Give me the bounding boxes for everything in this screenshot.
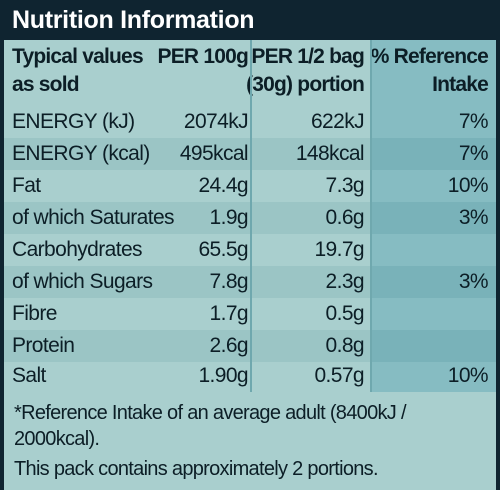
row-per-portion: 0.57g <box>314 364 364 387</box>
column-divider <box>250 40 252 392</box>
row-per-100g: 65.5g <box>198 238 248 261</box>
header-per-100g: PER 100g <box>157 45 249 68</box>
row-per-portion: 0.8g <box>325 334 365 357</box>
row-per-100g: 1.7g <box>209 302 249 325</box>
row-per-100g: 2074kJ <box>183 110 249 133</box>
row-label: Fibre <box>12 302 57 325</box>
title-bar: Nutrition Information <box>0 0 500 42</box>
row-label: of which Sugars <box>12 270 153 293</box>
row-reference-intake: 3% <box>458 270 489 293</box>
row-per-portion: 19.7g <box>314 238 364 261</box>
row-label: ENERGY (kJ) <box>12 110 135 133</box>
portions-note: This pack contains approximately 2 porti… <box>14 458 379 480</box>
row-per-100g: 1.90g <box>198 364 248 387</box>
row-per-100g: 1.9g <box>209 206 249 229</box>
row-reference-intake: 7% <box>458 110 489 133</box>
row-reference-intake: 3% <box>458 206 489 229</box>
row-reference-intake: 7% <box>458 142 489 165</box>
table-header: Typical values as sold PER 100g PER 1/2 … <box>4 40 496 106</box>
row-per-portion: 7.3g <box>325 174 365 197</box>
table-row: ENERGY (kJ) 2074kJ 622kJ 7% <box>4 106 496 138</box>
row-per-100g: 495kcal <box>179 142 249 165</box>
panel-title: Nutrition Information <box>12 6 255 34</box>
header-per-half-bag: PER 1/2 bag <box>251 45 364 68</box>
column-divider <box>370 40 372 392</box>
header-intake: Intake <box>432 73 489 96</box>
header-typical-values: Typical values <box>12 45 144 68</box>
row-per-portion: 0.6g <box>325 206 365 229</box>
row-label: Fat <box>12 174 41 197</box>
row-label: of which Saturates <box>12 206 175 229</box>
reference-intake-footnote: *Reference Intake of an average adult (8… <box>14 402 407 450</box>
row-label: Salt <box>12 364 46 387</box>
table-row: Salt 1.90g 0.57g 10% <box>4 360 496 392</box>
row-per-100g: 24.4g <box>198 174 248 197</box>
row-reference-intake: 10% <box>447 364 489 387</box>
row-reference-intake: 10% <box>447 174 489 197</box>
header-portion-size: (30g) portion <box>246 73 365 96</box>
table-row: Carbohydrates 65.5g 19.7g <box>4 234 496 266</box>
table-row: Fat 24.4g 7.3g 10% <box>4 170 496 202</box>
header-reference: % Reference <box>370 45 489 68</box>
row-per-portion: 2.3g <box>325 270 365 293</box>
header-as-sold: as sold <box>12 73 80 96</box>
row-per-100g: 7.8g <box>209 270 249 293</box>
footer-notes: *Reference Intake of an average adult (8… <box>4 392 496 490</box>
row-per-portion: 148kcal <box>295 142 365 165</box>
row-per-portion: 0.5g <box>325 302 365 325</box>
table-row: Fibre 1.7g 0.5g <box>4 298 496 330</box>
row-label: Protein <box>12 334 75 357</box>
row-label: ENERGY (kcal) <box>12 142 150 165</box>
row-label: Carbohydrates <box>12 238 143 261</box>
row-per-100g: 2.6g <box>209 334 249 357</box>
row-per-portion: 622kJ <box>310 110 365 133</box>
